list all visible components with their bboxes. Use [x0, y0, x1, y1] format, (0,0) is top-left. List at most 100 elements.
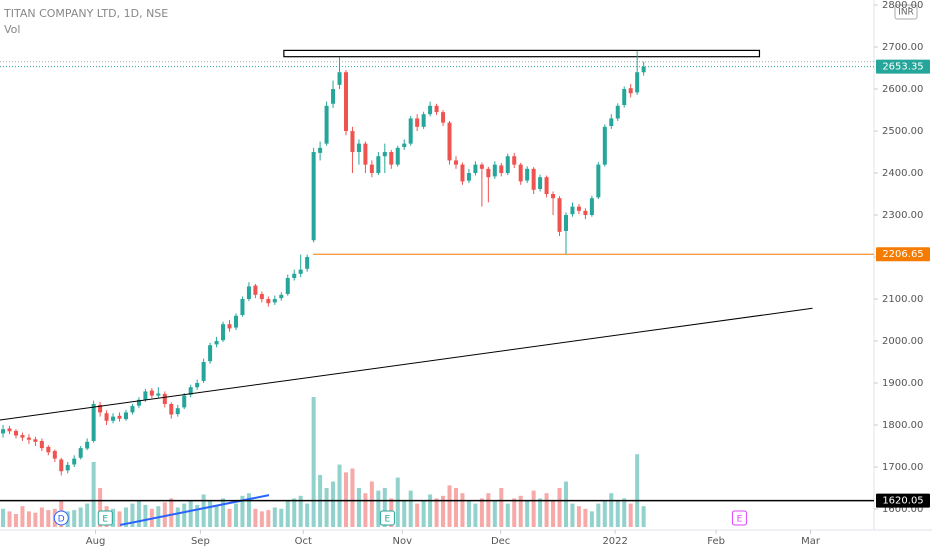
candle-body — [434, 105, 439, 113]
volume-bar — [486, 493, 491, 527]
candle-body — [486, 168, 491, 178]
volume-bar — [369, 481, 374, 527]
y-tick-label: 1900.00 — [882, 378, 923, 389]
volume-bar — [453, 488, 458, 527]
candle-body — [447, 122, 452, 161]
event-label: E — [737, 515, 743, 525]
y-tick-label: 2400.00 — [882, 168, 923, 179]
volume-bar — [538, 498, 543, 527]
volume-bar — [292, 498, 297, 527]
volume-bar — [428, 494, 433, 527]
volume-bar — [622, 498, 627, 527]
candle-body — [162, 393, 167, 405]
candle-body — [622, 89, 627, 105]
volume-bar — [33, 512, 38, 527]
candle-body — [538, 177, 543, 189]
y-tick-label: 1800.00 — [882, 420, 923, 431]
candle-body — [20, 435, 25, 438]
candle-body — [376, 156, 381, 174]
candle-body — [117, 415, 122, 419]
volume-bar — [343, 472, 348, 527]
candle-body — [505, 156, 510, 174]
price-label-bg — [876, 493, 930, 508]
event-marker — [731, 510, 747, 526]
volume-bar — [402, 501, 407, 527]
volume-bar — [570, 503, 575, 527]
candle-body — [337, 72, 342, 85]
candle-body — [123, 412, 128, 420]
x-tick-label: Feb — [707, 536, 725, 547]
volume-bar — [415, 503, 420, 527]
zone — [283, 49, 761, 58]
trend-line — [0, 307, 813, 421]
candle-body — [52, 451, 57, 459]
x-tick-label: Sep — [191, 536, 210, 547]
y-tick-label: 2800.00 — [882, 0, 923, 11]
event-label: E — [385, 515, 391, 525]
event-label: E — [102, 515, 108, 525]
y-tick-label: 2300.00 — [882, 210, 923, 221]
y-tick-label: 2100.00 — [882, 294, 923, 305]
candle-body — [169, 404, 174, 415]
candle-body — [583, 210, 588, 216]
candle-body — [408, 118, 413, 144]
y-tick-label: 1600.00 — [882, 504, 923, 515]
volume-bar — [563, 481, 568, 527]
volume-bar — [589, 511, 594, 527]
volume-bar — [143, 504, 148, 527]
candle-body — [369, 164, 374, 174]
candle-body — [415, 118, 420, 127]
candle-body — [7, 428, 12, 432]
volume-bar — [551, 501, 556, 527]
volume-bar — [162, 502, 167, 527]
volume-bar — [609, 493, 614, 527]
candle-body — [298, 269, 303, 274]
volume-bar — [72, 510, 77, 527]
x-tick-label: Mar — [801, 536, 821, 547]
price-label-bg — [876, 247, 930, 262]
candle-body — [221, 324, 226, 341]
x-tick-label: Oct — [295, 536, 312, 547]
volume-bar — [240, 495, 245, 527]
candle-body — [492, 164, 497, 177]
candle-body — [602, 126, 607, 165]
volume-bar — [544, 493, 549, 527]
event-marker — [97, 510, 113, 526]
currency-box — [894, 4, 918, 20]
volume-bar — [188, 501, 193, 527]
candle-body — [479, 164, 484, 169]
event-marker — [53, 510, 69, 526]
candle-body — [402, 143, 407, 147]
volume-bar — [123, 507, 128, 527]
price-label-bg — [876, 59, 930, 74]
candle-body — [59, 459, 64, 472]
volume-bar — [266, 510, 271, 527]
candle-body — [26, 437, 31, 440]
candle-body — [175, 408, 180, 415]
candle-body — [227, 324, 232, 329]
volume-bar — [20, 506, 25, 527]
volume-bar — [259, 511, 264, 527]
volume-bar — [85, 503, 90, 527]
volume-bar — [473, 503, 478, 527]
volume-bar — [136, 501, 141, 527]
volume-bar — [331, 481, 336, 527]
volume-bar — [441, 495, 446, 527]
candle-body — [98, 404, 103, 413]
volume-bar — [26, 511, 31, 527]
y-tick-label: 2600.00 — [882, 84, 923, 95]
candle-body — [195, 383, 200, 388]
candle-body — [85, 441, 90, 449]
volume-bar — [466, 501, 471, 527]
candle-body — [78, 448, 83, 458]
volume-bar — [214, 506, 219, 527]
volume-bar — [279, 508, 284, 527]
candle-body — [266, 299, 271, 304]
candle-body — [441, 112, 446, 123]
candle-body — [39, 440, 44, 449]
volume-bar — [221, 498, 226, 527]
volume-bar — [492, 501, 497, 527]
candle-body — [596, 164, 601, 198]
volume-bar — [557, 488, 562, 527]
candle-body — [356, 143, 361, 153]
